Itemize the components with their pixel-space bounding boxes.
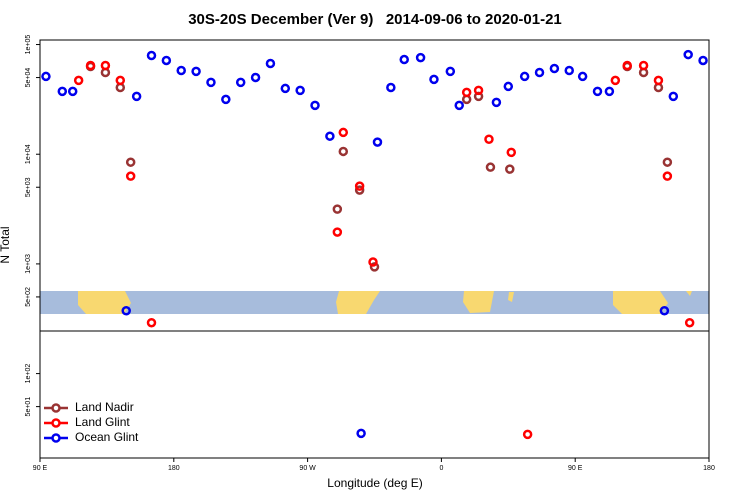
point	[519, 71, 530, 82]
point	[73, 75, 84, 86]
x-tick-label: 90 E	[33, 465, 48, 472]
point	[505, 164, 515, 174]
point	[698, 55, 708, 66]
legend-marker	[51, 418, 61, 428]
point	[41, 71, 51, 82]
point	[662, 157, 673, 167]
point	[67, 86, 78, 97]
legend-label: Land Glint	[75, 415, 130, 429]
point	[491, 97, 502, 108]
point	[445, 66, 456, 77]
point	[206, 77, 216, 88]
point	[683, 49, 693, 60]
point	[356, 428, 366, 439]
x-tick-label: 0	[439, 465, 443, 472]
point	[176, 65, 186, 76]
point	[638, 60, 649, 71]
point	[325, 131, 335, 141]
point	[146, 50, 157, 61]
point	[310, 100, 320, 111]
point	[354, 185, 365, 195]
y-tick-label: 1e+02	[25, 364, 32, 384]
point	[684, 317, 695, 328]
point	[473, 85, 484, 96]
point	[191, 66, 201, 77]
point	[332, 204, 343, 214]
point	[125, 157, 136, 167]
point	[115, 75, 126, 86]
point	[338, 146, 349, 157]
y-tick-label: 5e+01	[25, 397, 32, 417]
point	[659, 306, 670, 316]
point	[577, 71, 588, 82]
point	[429, 74, 439, 85]
y-tick-label: 1e+05	[25, 35, 32, 55]
y-tick-label: 1e+04	[25, 144, 32, 164]
point	[85, 60, 96, 71]
point	[121, 306, 131, 316]
point	[369, 262, 380, 272]
point	[146, 317, 157, 328]
legend-label: Ocean Glint	[75, 430, 139, 444]
x-tick-label: 90 E	[568, 465, 583, 472]
x-tick-label: 180	[168, 465, 180, 472]
x-tick-label: 180	[703, 465, 715, 472]
legend-label: Land Nadir	[75, 400, 134, 414]
point	[386, 82, 396, 93]
point	[484, 134, 494, 144]
point	[235, 77, 246, 88]
point	[125, 171, 136, 181]
plot-frame	[39, 39, 710, 459]
point	[354, 181, 365, 191]
y-tick-label: 5e+03	[25, 177, 32, 197]
y-tick-label: 1e+03	[25, 254, 32, 274]
point	[534, 67, 545, 78]
point	[280, 83, 291, 94]
chart-title: 30S-20S December (Ver 9) 2014-09-06 to 2…	[188, 11, 562, 28]
point	[503, 81, 514, 92]
point	[461, 87, 472, 98]
point	[622, 60, 632, 71]
point	[415, 52, 426, 63]
point	[653, 75, 664, 86]
x-axis-label: Longitude (deg E)	[327, 476, 422, 490]
point	[564, 65, 575, 76]
point	[372, 137, 383, 147]
point	[610, 75, 621, 86]
point	[668, 91, 679, 102]
point	[592, 86, 603, 97]
point	[662, 171, 673, 181]
map-strip	[40, 291, 709, 314]
point	[338, 127, 349, 138]
point	[454, 100, 464, 111]
point	[332, 227, 343, 237]
y-tick-label: 5e+02	[25, 287, 32, 307]
point	[250, 72, 261, 83]
point	[161, 55, 172, 66]
y-tick-label: 5e+04	[25, 68, 32, 88]
legend-marker	[51, 403, 61, 413]
point	[549, 63, 560, 74]
point	[295, 85, 305, 96]
point	[399, 54, 409, 65]
point	[522, 429, 533, 440]
y-axis-label: N Total	[0, 226, 12, 263]
point	[100, 60, 111, 71]
x-tick-label: 90 W	[299, 465, 316, 472]
point	[221, 94, 231, 105]
point	[57, 86, 68, 97]
legend-marker	[51, 433, 61, 443]
point	[506, 147, 517, 158]
point	[368, 257, 378, 267]
point	[604, 86, 615, 97]
point	[485, 162, 496, 172]
point	[265, 58, 276, 69]
point	[131, 91, 142, 102]
